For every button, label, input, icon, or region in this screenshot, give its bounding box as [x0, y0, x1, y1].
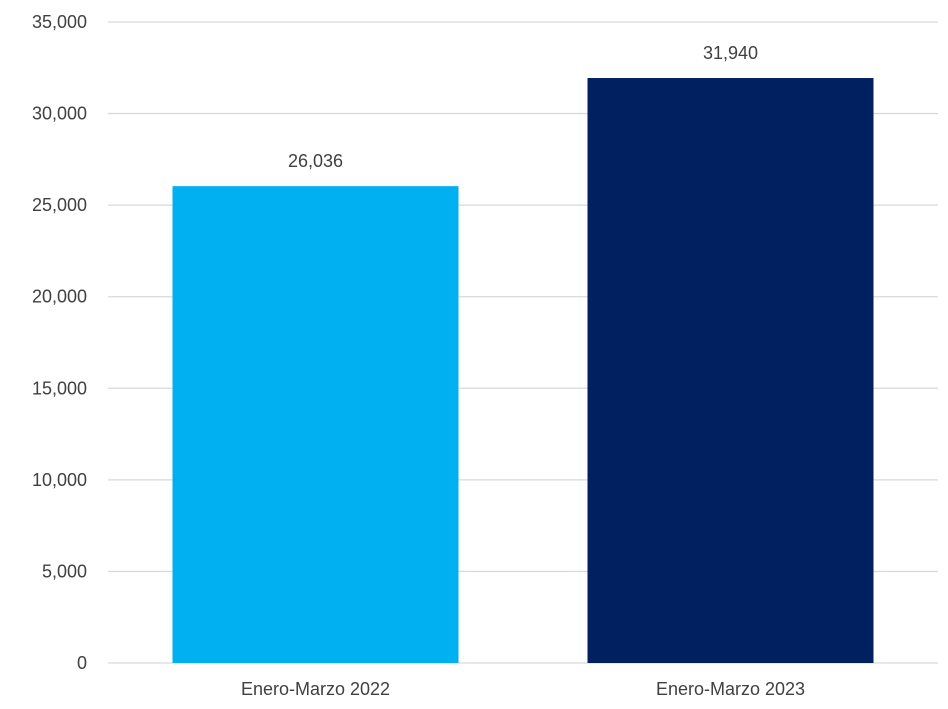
bar-2 — [587, 78, 874, 663]
y-tick-label: 0 — [77, 653, 87, 673]
data-label: 31,940 — [703, 43, 758, 63]
y-tick-label: 5,000 — [42, 561, 87, 581]
y-tick-label: 35,000 — [32, 12, 87, 32]
data-label: 26,036 — [288, 151, 343, 171]
bar-1 — [172, 186, 459, 663]
y-tick-label: 30,000 — [32, 104, 87, 124]
y-axis-tick-labels: 0 5,000 10,000 15,000 20,000 25,000 30,000 35,0… — [32, 12, 87, 673]
x-tick-label: Enero-Marzo 2022 — [241, 679, 390, 699]
y-tick-label: 25,000 — [32, 195, 87, 215]
y-tick-label: 20,000 — [32, 287, 87, 307]
data-labels: 26,036 31,940 — [288, 43, 758, 171]
x-axis-tick-labels: Enero-Marzo 2022 Enero-Marzo 2023 — [241, 679, 805, 699]
y-tick-label: 10,000 — [32, 470, 87, 490]
x-tick-label: Enero-Marzo 2023 — [656, 679, 805, 699]
bars — [172, 78, 874, 663]
y-tick-label: 15,000 — [32, 378, 87, 398]
